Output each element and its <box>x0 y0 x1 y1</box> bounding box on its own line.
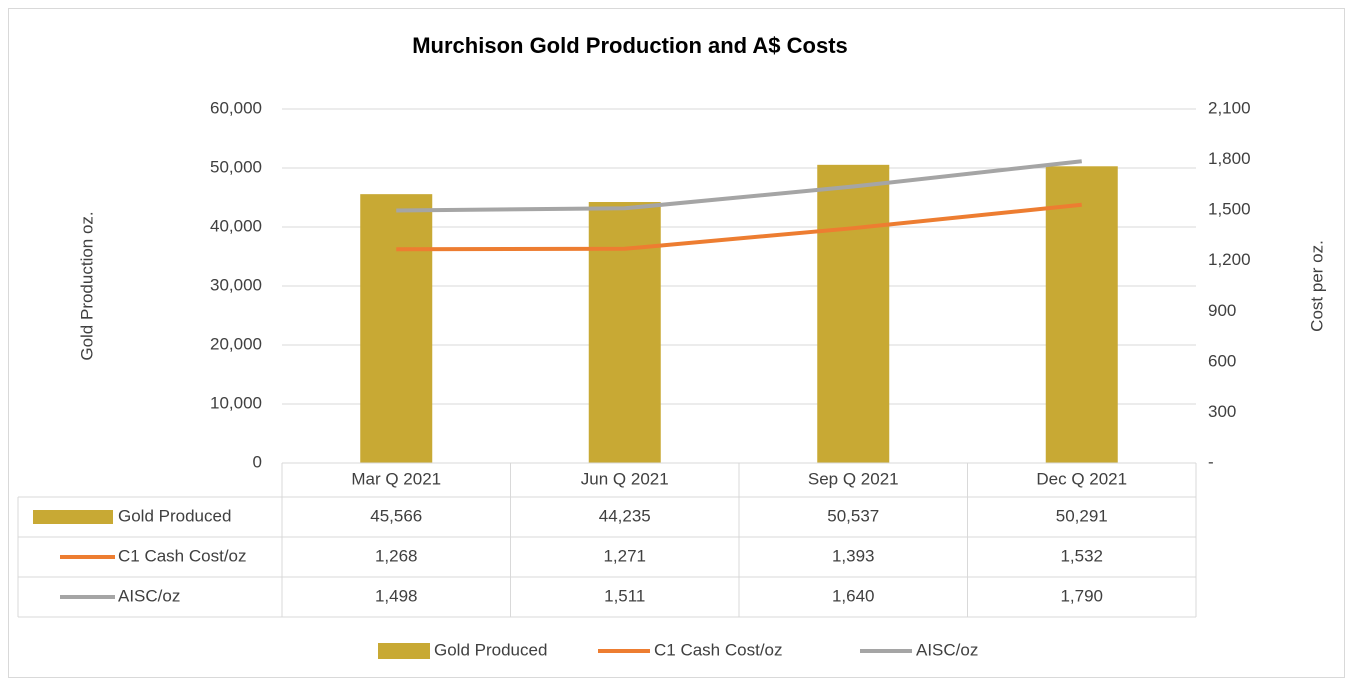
chart-title: Murchison Gold Production and A$ Costs <box>412 33 848 58</box>
legend-label: AISC/oz <box>916 640 978 659</box>
y2-tick-label: 1,800 <box>1208 149 1251 168</box>
table-cell: 1,498 <box>375 586 418 605</box>
bar <box>360 194 433 464</box>
bar <box>588 202 661 464</box>
y-axis-title: Gold Production oz. <box>77 211 96 360</box>
y-tick-label: 20,000 <box>210 334 262 353</box>
table-cell: 45,566 <box>370 506 422 525</box>
y2-tick-label: 2,100 <box>1208 98 1251 117</box>
y2-axis-title: Cost per oz. <box>1307 240 1326 332</box>
table-row-label: C1 Cash Cost/oz <box>118 546 247 565</box>
y-tick-label: 60,000 <box>210 98 262 117</box>
y-tick-label: 10,000 <box>210 393 262 412</box>
x-tick-label: Dec Q 2021 <box>1036 469 1127 488</box>
y-tick-label: 40,000 <box>210 216 262 235</box>
y-tick-label: 0 <box>253 452 262 471</box>
bar <box>1045 166 1118 464</box>
x-tick-label: Sep Q 2021 <box>808 469 899 488</box>
y2-tick-label: 1,200 <box>1208 250 1251 269</box>
y2-tick-label: 300 <box>1208 402 1236 421</box>
table-row-label: AISC/oz <box>118 586 180 605</box>
table-cell: 1,532 <box>1060 546 1103 565</box>
table-cell: 50,537 <box>827 506 879 525</box>
table-cell: 1,790 <box>1060 586 1103 605</box>
table-cell: 1,393 <box>832 546 875 565</box>
table-cell: 1,511 <box>604 586 645 605</box>
legend-label: C1 Cash Cost/oz <box>654 640 783 659</box>
table-cell: 1,271 <box>603 546 646 565</box>
y2-tick-label: 1,500 <box>1208 200 1251 219</box>
table-cell: 44,235 <box>599 506 651 525</box>
legend-label: Gold Produced <box>434 640 547 659</box>
table-cell: 50,291 <box>1056 506 1108 525</box>
table-cell: 1,640 <box>832 586 875 605</box>
x-tick-label: Jun Q 2021 <box>581 469 669 488</box>
line <box>396 202 1082 252</box>
bar <box>817 164 890 463</box>
table-row-label: Gold Produced <box>118 506 231 525</box>
y-tick-label: 30,000 <box>210 275 262 294</box>
table-cell: 1,268 <box>375 546 418 565</box>
y2-tick-label: - <box>1208 452 1214 471</box>
y2-tick-label: 600 <box>1208 351 1236 370</box>
chart-border <box>8 8 1345 678</box>
line <box>396 159 1082 213</box>
legend-swatch <box>33 510 113 524</box>
x-tick-label: Mar Q 2021 <box>351 469 441 488</box>
legend-swatch <box>378 643 430 659</box>
y-tick-label: 50,000 <box>210 157 262 176</box>
y2-tick-label: 900 <box>1208 301 1236 320</box>
